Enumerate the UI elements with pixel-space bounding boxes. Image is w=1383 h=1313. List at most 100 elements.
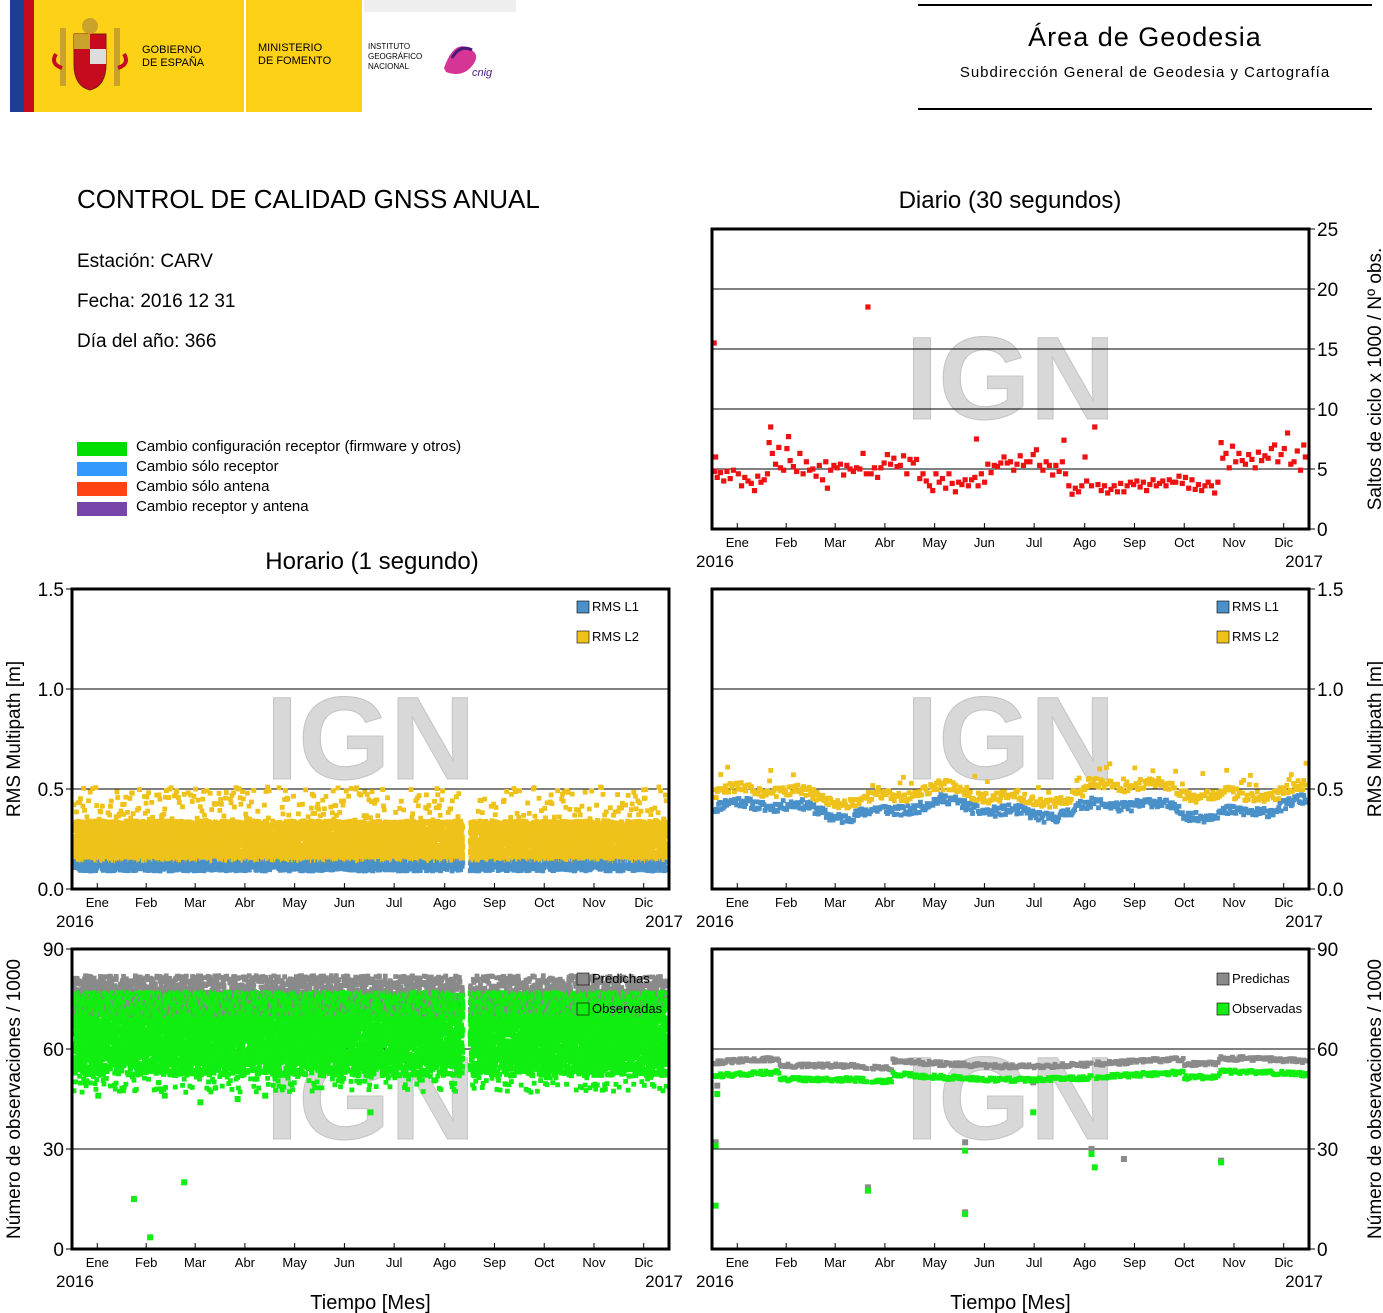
slip-point [920,471,926,477]
l2-point [195,797,201,803]
slip-point [1223,450,1229,456]
slip-point [860,450,866,456]
l2-point [176,800,182,805]
l2-point [237,795,243,801]
slip-point [1027,459,1033,465]
slip-point [714,474,720,480]
l2-point [136,822,142,827]
l2-point [243,811,249,817]
l2-point [323,794,329,799]
slip-point [810,466,816,472]
l2-point [150,814,155,820]
slip-point [1024,459,1030,465]
l2-point [82,829,88,835]
l2-point [86,838,92,844]
slip-point [1249,456,1255,462]
x-tick-label: Mar [184,895,207,910]
slip-point [897,462,903,468]
l2-point [121,801,127,807]
l2-point [305,814,311,820]
l2-point [199,808,205,814]
slip-point [813,473,819,479]
l2-point [197,804,203,810]
slip-point [1284,430,1291,436]
l2-point [291,793,296,799]
l2-point [335,785,341,791]
l2-point [255,808,261,814]
slip-point [884,452,890,458]
slip-point [1268,446,1274,452]
slip-point [1220,455,1226,461]
slip-point [1108,486,1114,492]
l2-point [156,792,162,798]
doy-label: Día del año: 366 [77,331,216,353]
x-tick-label: Mar [824,535,847,550]
l1-point [246,867,252,873]
slip-point [803,459,809,465]
area-title: Área de Geodesia [918,22,1372,53]
l2-point [80,803,86,809]
slip-point [962,477,968,483]
l2-point [181,791,187,797]
institute-line-2: GEOGRÁFICO [368,52,422,62]
legend-label: Cambio configuración receptor (firmware … [136,438,461,455]
l2-point [161,841,166,847]
l2-point [149,842,154,848]
l2-point [199,856,205,862]
l2-point [129,790,135,796]
l2-point [78,847,84,852]
l2-point [229,792,235,798]
l1-point [235,862,241,868]
l2-point [108,798,114,804]
l1-point [107,868,113,874]
slip-point [1215,479,1221,485]
l2-point [149,852,155,858]
slip-point [800,471,806,477]
header-rule-bottom [918,108,1372,110]
l2-point [240,789,245,794]
l1-point [104,859,110,864]
slip-point [847,466,853,472]
l1-point [85,868,91,874]
l2-point [231,853,237,858]
legend-label: Cambio sólo antena [136,478,269,495]
l2-point [245,855,251,860]
l2-point [146,790,151,796]
slip-point [1007,459,1014,465]
slip-point [777,465,784,471]
slip-point [713,454,719,460]
slip-point [797,450,803,456]
x-tick-label: Jun [974,535,995,550]
slip-point [975,483,981,489]
slip-point [894,464,900,470]
y-tick-label: 0.0 [38,880,64,901]
slip-point [1020,462,1027,468]
slip-point [1030,452,1036,458]
slip-point [1302,454,1308,460]
l2-point [231,790,236,796]
slip-point [1173,479,1179,485]
y-axis-label: RMS Multipath [m] [4,661,25,817]
l2-point [228,800,234,806]
l2-point [161,819,167,825]
l2-point [234,840,239,846]
x-tick-label: Sep [1123,535,1146,550]
plot-area [712,229,1309,529]
x-tick-label: Dic [1274,535,1293,550]
slip-point [1040,467,1046,473]
l1-point [242,868,248,874]
l2-point [98,823,104,829]
l2-point [144,794,150,800]
slip-point [949,480,955,486]
ministry-box [246,0,362,112]
l2-point [93,819,99,825]
l2-point [180,857,186,863]
l1-point [151,868,157,874]
l2-point [163,794,168,800]
slip-point [1195,482,1202,488]
slip-point [1095,482,1101,488]
l2-point [166,795,172,800]
l2-point [238,842,243,848]
slip-point [1291,459,1297,465]
l2-point [149,799,155,805]
